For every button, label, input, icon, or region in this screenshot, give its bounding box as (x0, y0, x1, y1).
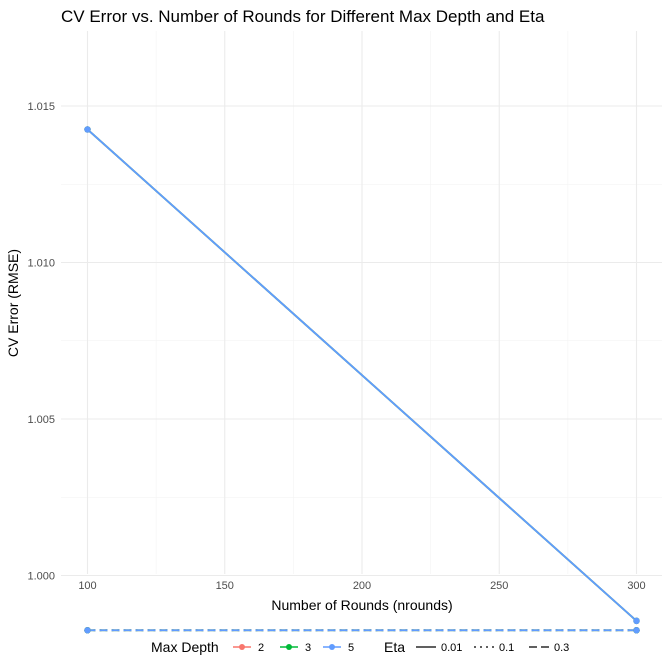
x-axis-ticks: 100 150 200 250 300 (78, 580, 645, 592)
legend-label: 2 (258, 642, 264, 654)
y-axis-title: CV Error (RMSE) (5, 249, 21, 357)
chart-title: CV Error vs. Number of Rounds for Differ… (61, 7, 545, 26)
points-layer (84, 126, 640, 634)
x-tick-label: 100 (78, 580, 96, 592)
grid (61, 31, 662, 577)
legend-key-point (286, 644, 292, 650)
legend-label: 0.01 (441, 642, 462, 654)
legend-item-eta-0.01: 0.01 (416, 642, 462, 654)
data-point-depth-5-eta-0.3 (84, 627, 91, 634)
legend-label: 0.3 (554, 642, 569, 654)
y-axis-ticks: 1.000 1.005 1.010 1.015 (27, 101, 55, 583)
series-line-depth-5-eta-0.01 (86, 128, 638, 622)
legend: Max Depth 2 3 5 Eta 0.01 0.1 0.3 (151, 639, 569, 655)
data-point-depth-5-eta-0.01 (84, 126, 91, 133)
legend-label: 3 (305, 642, 311, 654)
y-tick-label: 1.010 (27, 258, 55, 270)
legend-item-max-depth-5: 5 (323, 642, 354, 654)
y-tick-label: 1.005 (27, 414, 55, 426)
legend-key-point (329, 644, 335, 650)
legend-item-eta-0.3: 0.3 (529, 642, 569, 654)
legend-item-max-depth-3: 3 (280, 642, 311, 654)
x-axis-title: Number of Rounds (nrounds) (271, 597, 452, 613)
legend-color-entries: 2 3 5 (233, 642, 354, 654)
x-tick-label: 200 (353, 580, 371, 592)
x-tick-label: 150 (216, 580, 234, 592)
legend-title-max-depth: Max Depth (151, 639, 219, 655)
legend-item-max-depth-2: 2 (233, 642, 264, 654)
x-tick-label: 250 (490, 580, 508, 592)
y-tick-label: 1.000 (27, 571, 55, 583)
series-layer (86, 128, 638, 632)
legend-title-eta: Eta (384, 639, 405, 655)
data-point-depth-5-eta-0.3 (633, 627, 640, 634)
legend-label: 0.1 (499, 642, 514, 654)
legend-linetype-entries: 0.01 0.1 0.3 (416, 642, 569, 654)
legend-key-point (239, 644, 245, 650)
legend-label: 5 (348, 642, 354, 654)
y-tick-label: 1.015 (27, 101, 55, 113)
legend-item-eta-0.1: 0.1 (474, 642, 514, 654)
data-point-depth-5-eta-0.01 (633, 617, 640, 625)
x-tick-label: 300 (627, 580, 645, 592)
